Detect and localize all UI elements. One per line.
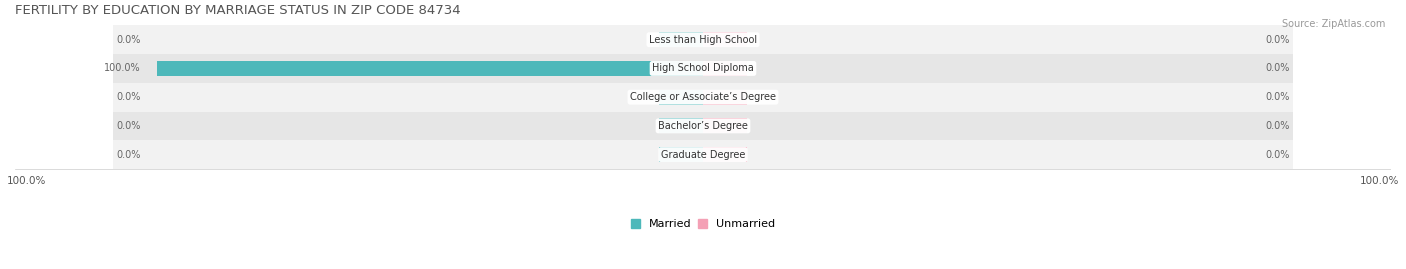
Bar	[114, 112, 1292, 140]
Bar	[157, 61, 703, 76]
Text: 0.0%: 0.0%	[1265, 150, 1289, 160]
Bar	[703, 90, 747, 105]
Legend: Married, Unmarried: Married, Unmarried	[627, 214, 779, 233]
Text: 0.0%: 0.0%	[1265, 63, 1289, 73]
Text: Source: ZipAtlas.com: Source: ZipAtlas.com	[1281, 19, 1385, 29]
Bar	[659, 90, 703, 105]
Text: 0.0%: 0.0%	[117, 121, 141, 131]
Bar	[703, 147, 747, 162]
Text: 0.0%: 0.0%	[1265, 121, 1289, 131]
Bar	[114, 140, 1292, 169]
Bar	[659, 32, 703, 47]
Bar	[703, 61, 747, 76]
Bar	[114, 54, 1292, 83]
Text: 0.0%: 0.0%	[117, 35, 141, 45]
Text: Less than High School: Less than High School	[650, 35, 756, 45]
Text: 0.0%: 0.0%	[1265, 92, 1289, 102]
Bar	[659, 147, 703, 162]
Bar	[703, 118, 747, 133]
Text: FERTILITY BY EDUCATION BY MARRIAGE STATUS IN ZIP CODE 84734: FERTILITY BY EDUCATION BY MARRIAGE STATU…	[15, 4, 461, 17]
Text: Bachelor’s Degree: Bachelor’s Degree	[658, 121, 748, 131]
Text: Graduate Degree: Graduate Degree	[661, 150, 745, 160]
Text: 100.0%: 100.0%	[104, 63, 141, 73]
Bar	[659, 118, 703, 133]
Text: High School Diploma: High School Diploma	[652, 63, 754, 73]
Bar	[114, 25, 1292, 54]
Text: 0.0%: 0.0%	[117, 150, 141, 160]
Bar	[703, 32, 747, 47]
Bar	[114, 83, 1292, 112]
Text: 0.0%: 0.0%	[1265, 35, 1289, 45]
Text: College or Associate’s Degree: College or Associate’s Degree	[630, 92, 776, 102]
Text: 0.0%: 0.0%	[117, 92, 141, 102]
